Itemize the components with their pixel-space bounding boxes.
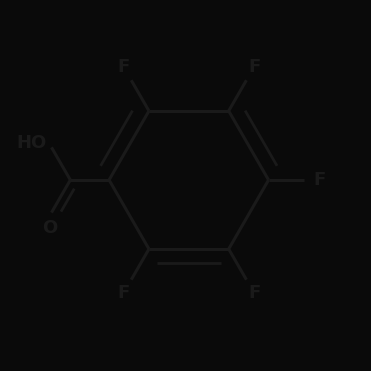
Text: O: O	[42, 219, 57, 237]
Text: F: F	[117, 58, 129, 76]
Text: F: F	[313, 171, 326, 189]
Text: F: F	[248, 58, 260, 76]
Text: F: F	[248, 284, 260, 302]
Text: HO: HO	[16, 134, 47, 152]
Text: F: F	[117, 284, 129, 302]
